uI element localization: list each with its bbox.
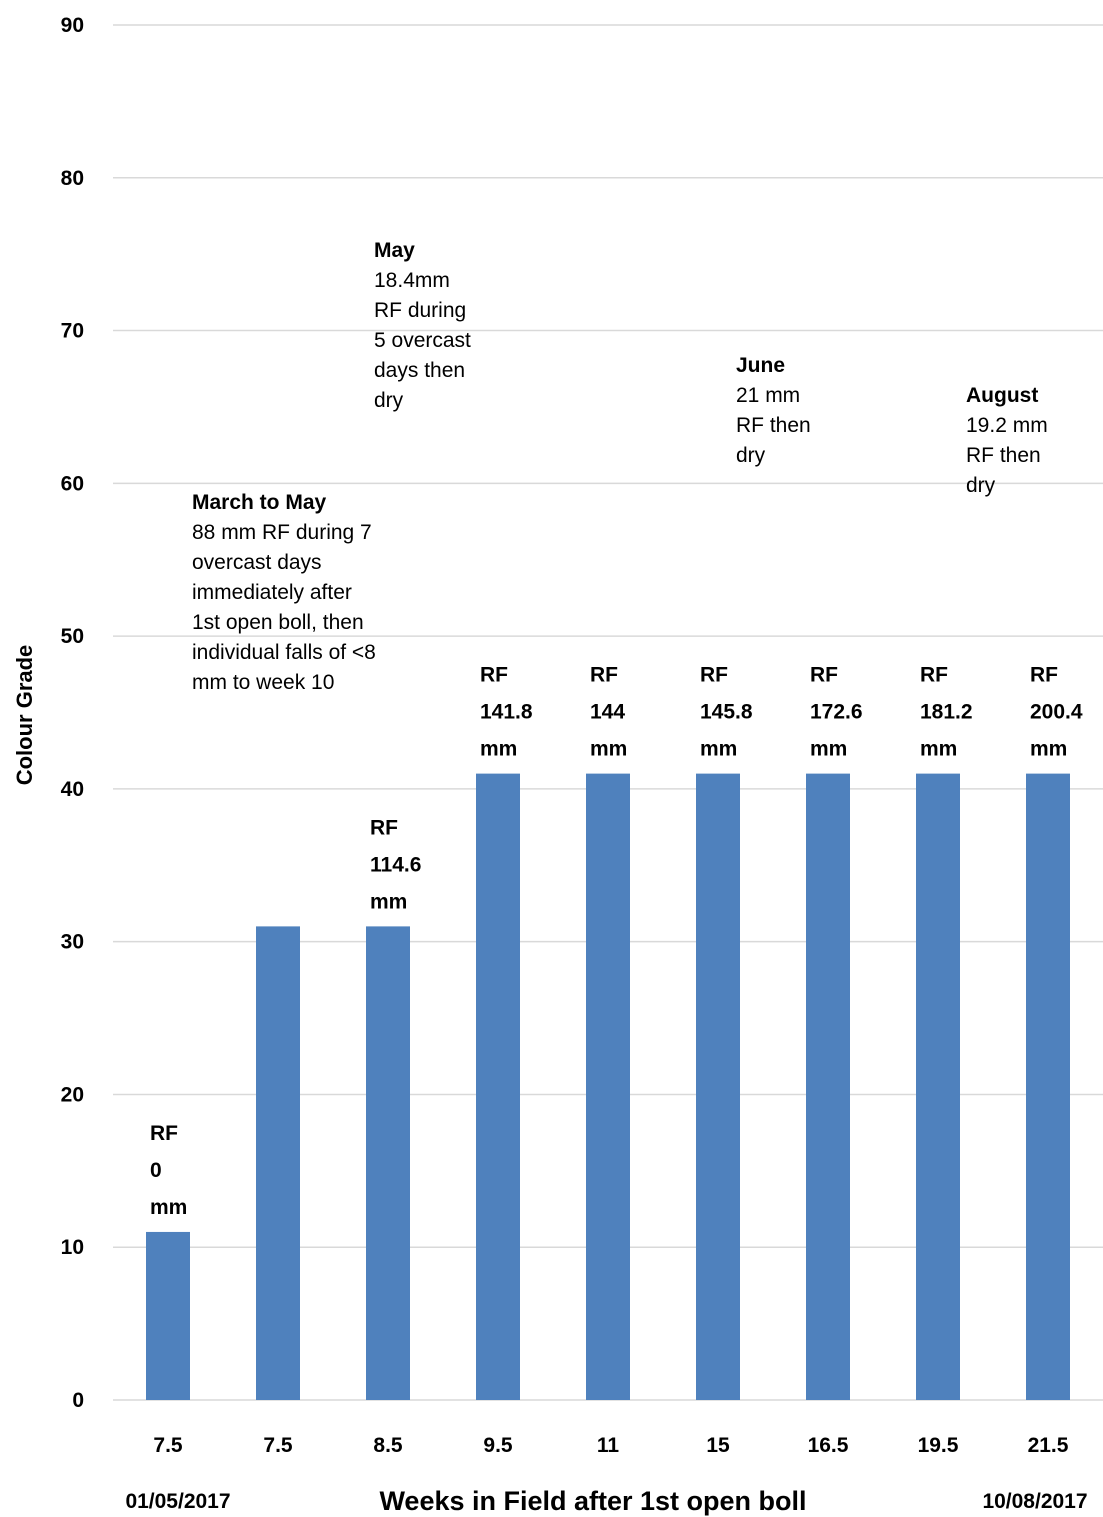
bar-data-label: RF: [920, 664, 948, 687]
x-tick-label: 15: [706, 1434, 730, 1457]
bar-data-label: 114.6: [370, 853, 421, 876]
bar: [696, 773, 740, 1400]
y-tick-label: 10: [61, 1236, 84, 1259]
bar-data-label: 200.4: [1030, 701, 1083, 724]
bar-data-label: 144: [590, 701, 625, 724]
y-tick-label: 30: [61, 931, 84, 954]
x-tick-label: 8.5: [373, 1434, 403, 1457]
annotation-text: 19.2 mm RF then dry: [966, 414, 1048, 497]
annotation-title: June: [736, 354, 786, 377]
bar: [1026, 773, 1070, 1400]
bar-data-label: mm: [810, 738, 847, 761]
bar-data-label: 181.2: [920, 701, 973, 724]
y-tick-label: 20: [61, 1083, 84, 1106]
bar-data-label: RF: [590, 664, 618, 687]
x-tick-label: 11: [597, 1434, 620, 1457]
bars: [146, 773, 1070, 1400]
bar-data-label: RF: [1030, 664, 1058, 687]
bar-data-label: mm: [700, 738, 737, 761]
x-tick-label: 19.5: [918, 1434, 959, 1457]
bar-data-label: mm: [590, 738, 627, 761]
bar-data-label: mm: [480, 738, 517, 761]
bar: [366, 926, 410, 1400]
annotation-march-to-may: March to May 88 mm RF during 7 overcast …: [192, 488, 382, 698]
bar: [806, 773, 850, 1400]
annotation-title: August: [966, 384, 1039, 407]
bar-data-label: mm: [370, 890, 407, 913]
bar: [586, 773, 630, 1400]
x-axis-ticks: 7.5 7.5 8.5 9.5 11 15 16.5 19.5 21.5: [153, 1434, 1068, 1457]
x-tick-label: 7.5: [153, 1434, 183, 1457]
annotation-june: June 21 mm RF then dry: [736, 351, 831, 471]
x-tick-label: 21.5: [1028, 1434, 1069, 1457]
y-tick-label: 70: [61, 320, 84, 343]
bar-data-label: 172.6: [810, 701, 863, 724]
x-tick-label: 7.5: [263, 1434, 293, 1457]
y-tick-label: 0: [72, 1389, 84, 1412]
x-tick-label: 16.5: [808, 1434, 849, 1457]
annotation-title: March to May: [192, 491, 327, 514]
date-start: 01/05/2017: [125, 1490, 230, 1513]
bar-data-label: RF: [700, 664, 728, 687]
bar-data-label: mm: [1030, 738, 1067, 761]
y-tick-label: 40: [61, 778, 84, 801]
bar: [146, 1231, 190, 1400]
bar-data-label: RF: [480, 664, 508, 687]
annotation-august: August 19.2 mm RF then dry: [966, 381, 1071, 501]
annotation-text: 21 mm RF then dry: [736, 384, 811, 467]
y-axis-ticks: 0 10 20 30 40 50 60 70 80 90: [61, 14, 84, 1412]
bar: [916, 773, 960, 1400]
bar: [256, 926, 300, 1400]
bar-data-label: 0: [150, 1159, 162, 1182]
annotation-text: 88 mm RF during 7 overcast days immediat…: [192, 521, 376, 694]
bar-data-label: RF: [810, 664, 838, 687]
x-axis-title: Weeks in Field after 1st open boll: [379, 1486, 806, 1516]
date-end: 10/08/2017: [982, 1490, 1087, 1513]
y-tick-label: 50: [61, 625, 84, 648]
bar-data-label: RF: [370, 816, 398, 839]
y-tick-label: 80: [61, 167, 84, 190]
bar-data-label: 141.8: [480, 701, 533, 724]
annotation-title: May: [374, 239, 415, 262]
annotation-text: 18.4mm RF during 5 overcast days then dr…: [374, 269, 471, 412]
x-tick-label: 9.5: [483, 1434, 513, 1457]
bar-data-label: mm: [150, 1196, 187, 1219]
annotation-may: May 18.4mm RF during 5 overcast days the…: [374, 236, 474, 416]
y-axis-title: Colour Grade: [12, 645, 37, 786]
bar-data-label: RF: [150, 1122, 178, 1145]
bar: [476, 773, 520, 1400]
bar-data-label: 145.8: [700, 701, 753, 724]
y-tick-label: 60: [61, 472, 84, 495]
y-tick-label: 90: [61, 14, 84, 37]
bar-data-label: mm: [920, 738, 957, 761]
bar-labels: RF 0 mm RF 114.6 mm RF 141.8 mm RF 144 mm RF 145.8 mm R…: [150, 664, 1083, 1219]
